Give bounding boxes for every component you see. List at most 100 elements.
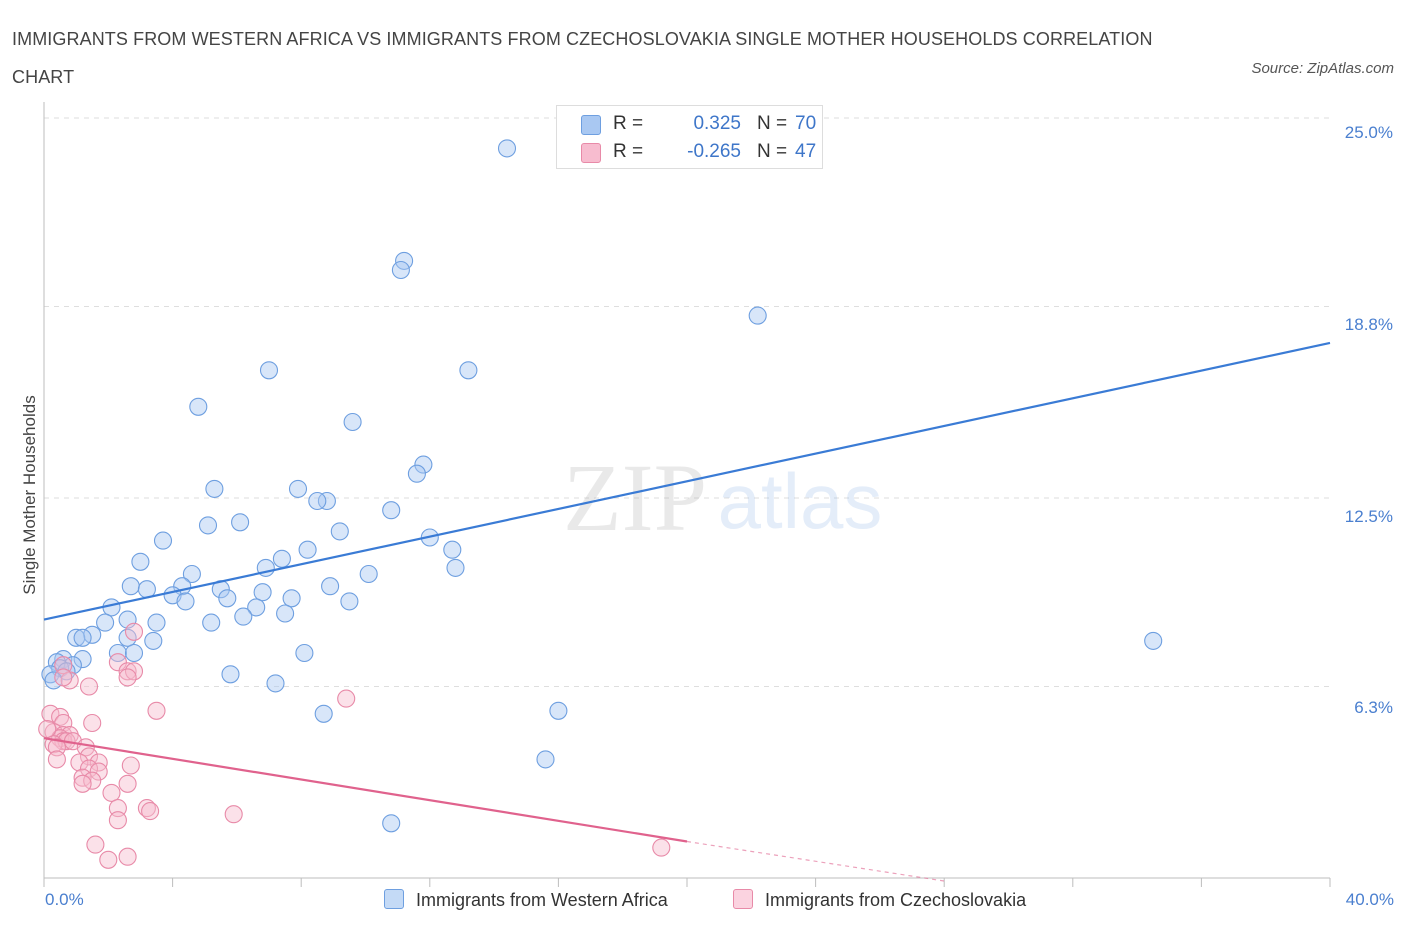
point-western-africa xyxy=(131,552,150,571)
point-western-africa xyxy=(108,643,127,663)
point-western-africa xyxy=(73,650,92,669)
point-western-africa xyxy=(272,549,291,568)
point-western-africa xyxy=(330,522,349,541)
legend-item-western-africa[interactable]: Immigrants from Western Africa xyxy=(384,889,668,911)
point-western-africa xyxy=(391,260,410,280)
point-czechoslovakia xyxy=(141,802,160,821)
legend-r-value: 0.325 xyxy=(693,113,741,134)
point-western-africa xyxy=(282,589,301,608)
point-czechoslovakia xyxy=(86,835,105,854)
legend-swatch-blue xyxy=(581,115,601,135)
point-czechoslovakia xyxy=(41,704,60,723)
legend-n-label: N = xyxy=(757,141,788,162)
y-tick-label: 12.5% xyxy=(1344,507,1393,526)
point-western-africa xyxy=(549,701,568,720)
point-western-africa xyxy=(44,671,63,690)
point-czechoslovakia xyxy=(47,750,66,769)
legend-label: Immigrants from Czechoslovakia xyxy=(765,890,1027,910)
point-western-africa xyxy=(202,613,221,632)
point-czechoslovakia xyxy=(70,753,89,772)
trend-line-czechoslovakia-extension xyxy=(686,840,945,882)
point-czechoslovakia xyxy=(83,771,102,790)
point-western-africa xyxy=(124,643,144,663)
point-western-africa xyxy=(205,479,224,498)
point-czechoslovakia xyxy=(108,811,127,830)
point-czechoslovakia xyxy=(118,662,137,681)
y-tick-label: 25.0% xyxy=(1344,123,1393,142)
legend-series: Immigrants from Western Africa Immigrant… xyxy=(0,889,1406,915)
point-czechoslovakia xyxy=(73,774,92,793)
trend-lines xyxy=(43,341,1331,882)
point-czechoslovakia xyxy=(89,753,108,772)
point-western-africa xyxy=(321,577,340,596)
legend-item-czechoslovakia[interactable]: Immigrants from Czechoslovakia xyxy=(733,889,1026,911)
point-czechoslovakia xyxy=(79,759,99,778)
point-western-africa xyxy=(1144,631,1163,650)
axes xyxy=(43,102,1331,887)
x-tick-label-max: 40.0% xyxy=(1345,890,1394,909)
watermark: ZIP atlas xyxy=(563,444,882,551)
point-western-africa xyxy=(748,306,767,325)
point-western-africa xyxy=(497,139,517,158)
data-points xyxy=(38,139,1163,869)
legend-n-value: 70 xyxy=(795,113,817,134)
point-western-africa xyxy=(234,607,253,626)
trend-line-czechoslovakia xyxy=(43,737,688,843)
point-western-africa xyxy=(382,814,401,833)
point-czechoslovakia xyxy=(121,756,140,775)
point-western-africa xyxy=(298,540,317,559)
point-czechoslovakia xyxy=(54,668,73,687)
legend-r-label: R = xyxy=(613,113,644,134)
legend-label: Immigrants from Western Africa xyxy=(416,890,668,910)
legend-stats: R = 0.325 N = 70 R = -0.265 N = 47 xyxy=(556,105,823,169)
point-western-africa xyxy=(343,412,362,432)
legend-swatch-blue xyxy=(384,889,404,909)
legend-swatch-pink xyxy=(733,889,753,909)
point-western-africa xyxy=(218,589,237,608)
point-western-africa xyxy=(73,628,92,647)
point-western-africa xyxy=(443,540,462,559)
point-western-africa xyxy=(259,361,279,380)
point-western-africa xyxy=(295,643,314,663)
point-czechoslovakia xyxy=(337,689,356,708)
source-label: Source: ZipAtlas.com xyxy=(1251,60,1394,77)
point-czechoslovakia xyxy=(118,774,137,793)
point-western-africa xyxy=(407,464,426,483)
point-western-africa xyxy=(276,604,295,623)
point-western-africa xyxy=(247,598,266,617)
point-czechoslovakia xyxy=(118,847,137,866)
y-axis-label: Single Mother Households xyxy=(20,395,39,595)
point-czechoslovakia xyxy=(108,653,127,672)
grid-lines xyxy=(44,117,1330,687)
point-western-africa xyxy=(317,491,336,511)
point-western-africa xyxy=(359,564,378,584)
point-czechoslovakia xyxy=(38,719,57,739)
point-western-africa xyxy=(253,583,272,602)
watermark-atlas: atlas xyxy=(718,457,883,545)
point-czechoslovakia xyxy=(118,668,137,687)
point-western-africa xyxy=(314,704,333,723)
point-western-africa xyxy=(459,361,478,380)
point-western-africa xyxy=(308,491,327,511)
point-western-africa xyxy=(231,513,250,532)
point-western-africa xyxy=(446,558,465,577)
point-western-africa xyxy=(414,455,433,474)
point-czechoslovakia xyxy=(102,783,121,802)
point-western-africa xyxy=(96,613,115,632)
legend-n-label: N = xyxy=(757,113,788,134)
point-czechoslovakia xyxy=(124,622,144,641)
point-western-africa xyxy=(221,665,240,684)
trend-line-western-africa xyxy=(43,341,1331,621)
point-western-africa xyxy=(144,631,163,650)
point-czechoslovakia xyxy=(224,805,243,824)
point-western-africa xyxy=(288,479,308,498)
point-western-africa xyxy=(189,397,208,416)
point-western-africa xyxy=(67,628,86,647)
point-western-africa xyxy=(536,750,555,769)
point-western-africa xyxy=(153,531,173,550)
point-western-africa xyxy=(176,592,195,611)
point-czechoslovakia xyxy=(147,701,166,720)
point-western-africa xyxy=(198,516,218,535)
y-tick-label: 18.8% xyxy=(1344,315,1393,334)
